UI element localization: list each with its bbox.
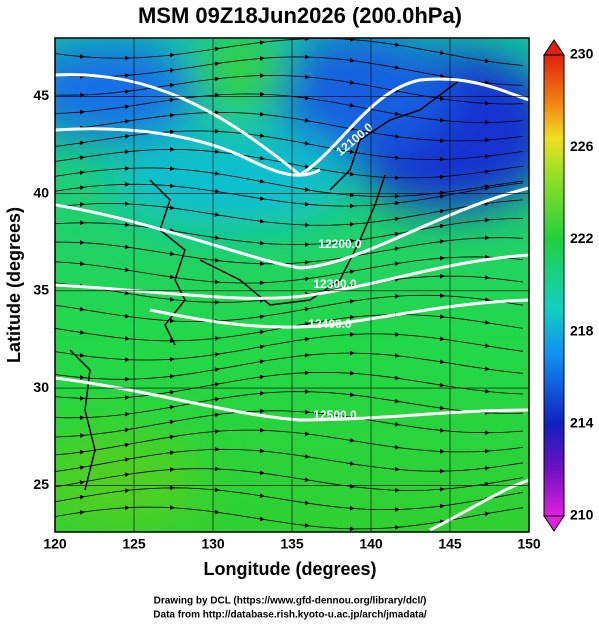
x-tick-label: 125 <box>122 536 146 552</box>
y-tick-label: 30 <box>33 379 49 395</box>
y-tick-label: 35 <box>33 282 49 298</box>
x-tick-label: 130 <box>201 536 225 552</box>
x-tick-label: 120 <box>43 536 67 552</box>
x-tick-label: 140 <box>359 536 383 552</box>
colorbar <box>543 54 565 517</box>
x-tick-label: 145 <box>438 536 462 552</box>
colorbar-tick-label: 210 <box>570 507 594 523</box>
x-axis-label: Longitude (degrees) <box>203 559 376 579</box>
contour-label: 12400.0 <box>308 317 352 331</box>
credit: Drawing by DCL (https://www.gfd-dennou.o… <box>154 596 427 607</box>
colorbar-tick-label: 214 <box>570 415 594 431</box>
y-tick-label: 45 <box>33 87 49 103</box>
y-tick-label: 40 <box>33 184 49 200</box>
colorbar-tick-label: 230 <box>570 46 594 62</box>
field: 12100.0 12200.0 12300.0 12400.0 12500.0 <box>55 38 529 532</box>
credit: Data from http://database.rish.kyoto-u.a… <box>153 610 427 621</box>
colorbar-top <box>543 39 565 56</box>
title: MSM 09Z18Jun2026 (200.0hPa) <box>138 3 462 28</box>
colorbar-tick-label: 218 <box>570 322 594 338</box>
contour-label: 12300.0 <box>313 277 357 291</box>
frame <box>54 37 530 533</box>
y-axis-label: Latitude (degrees) <box>4 207 24 363</box>
contour-label: 12500.0 <box>313 408 357 422</box>
x-tick-label: 135 <box>280 536 304 552</box>
colorbar-tick-label: 226 <box>570 138 594 154</box>
y-tick-label: 25 <box>33 476 49 492</box>
x-tick-label: 150 <box>517 536 541 552</box>
colorbar-bottom <box>543 515 565 532</box>
colorbar-tick-label: 222 <box>570 230 594 246</box>
contour-label: 12200.0 <box>318 237 362 251</box>
